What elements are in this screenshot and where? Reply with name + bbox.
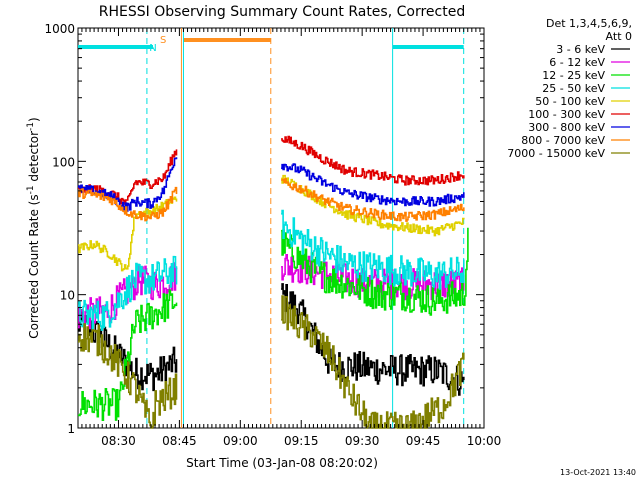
y-tick-label: 1: [67, 422, 75, 436]
axis-layer: 08:30 08:45 09:00 09:15 09:30 09:45 10:00 1 10 10…: [44, 22, 501, 448]
y-axis-label: Corrected Count Rate (s-1 detector-1): [26, 117, 41, 338]
x-tick-label: 08:45: [162, 434, 197, 448]
legend-label: 7000 - 15000 keV: [507, 147, 605, 160]
legend-label: 12 - 25 keV: [542, 69, 605, 82]
series-line-8: [281, 295, 465, 429]
legend-label: 50 - 100 keV: [535, 95, 605, 108]
series-line-5: [78, 149, 178, 205]
legend-header-line-1: Det 1,3,4,5,6,9,: [546, 17, 632, 30]
x-tick-label: 09:45: [406, 434, 441, 448]
legend-label: 3 - 6 keV: [556, 43, 605, 56]
series-line-2: [78, 289, 178, 421]
x-tick-label: 08:30: [101, 434, 136, 448]
x-axis-label: Start Time (03-Jan-08 08:20:02): [186, 456, 378, 470]
series-line-8: [78, 323, 178, 429]
chart-title: RHESSI Observing Summary Count Rates, Co…: [99, 4, 465, 20]
timestamp: 13-Oct-2021 13:40: [560, 468, 636, 477]
y-tick-label: 1000: [44, 22, 75, 36]
legend-header-line-2: Att 0: [606, 30, 632, 43]
series-line-3: [281, 209, 465, 290]
x-tick-label: 10:00: [467, 434, 502, 448]
legend-label: 800 - 7000 keV: [521, 134, 605, 147]
series-line-0: [78, 309, 178, 392]
series-layer: [78, 135, 469, 429]
legend-label: 300 - 800 keV: [528, 121, 605, 134]
marker-label: N: [149, 43, 156, 54]
y-tick-label: 100: [52, 155, 75, 169]
series-line-5: [281, 135, 465, 186]
legend-label: 100 - 300 keV: [528, 108, 605, 121]
series-line-0: [281, 283, 465, 396]
series-line-3: [78, 255, 178, 332]
plot-area: NS 08:30 08:45 09:00 09:15 09:30 09:45 10:00 1 1…: [44, 22, 501, 448]
x-tick-label: 09:00: [223, 434, 258, 448]
x-tick-label: 09:30: [345, 434, 380, 448]
legend-label: 25 - 50 keV: [542, 82, 605, 95]
x-tick-label: 09:15: [284, 434, 319, 448]
series-line-6: [281, 163, 465, 207]
series-line-7: [78, 186, 178, 222]
legend-label: 6 - 12 keV: [549, 56, 605, 69]
series-line-7: [281, 178, 465, 222]
marker-label: S: [160, 35, 166, 46]
y-tick-label: 10: [60, 289, 75, 303]
